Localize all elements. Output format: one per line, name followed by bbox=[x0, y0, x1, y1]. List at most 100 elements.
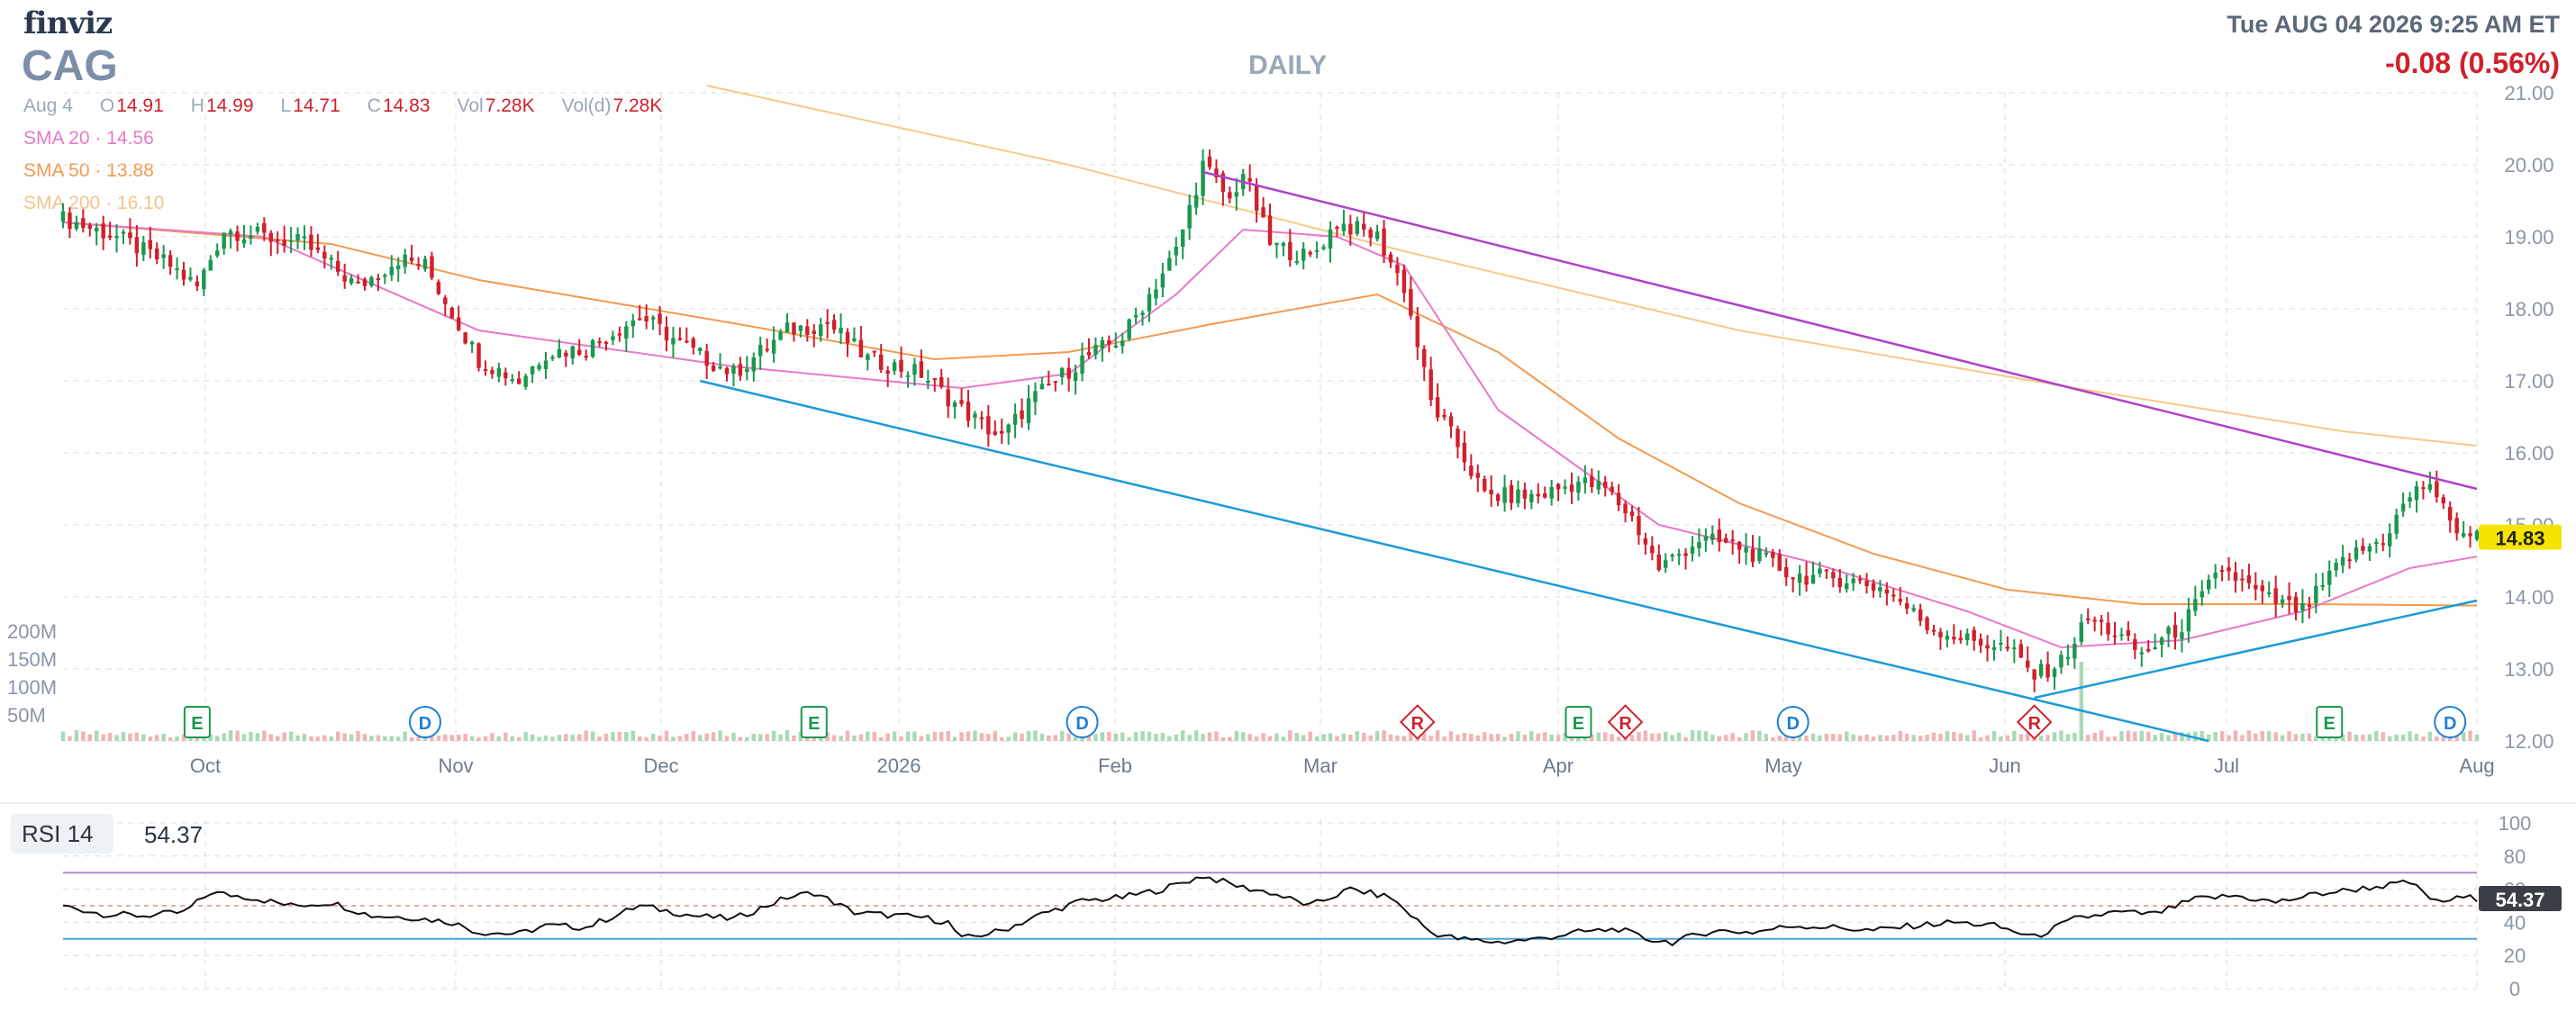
volume-bar bbox=[603, 733, 609, 741]
volume-bar bbox=[1388, 734, 1393, 741]
event-marker-earnings[interactable]: E bbox=[2316, 706, 2344, 738]
event-marker-dividend[interactable]: D bbox=[2434, 706, 2467, 738]
candle-body bbox=[2454, 518, 2459, 534]
volume-bar bbox=[952, 736, 957, 741]
open-value: 14.91 bbox=[116, 95, 164, 116]
candle-body bbox=[510, 379, 515, 382]
volume-bar bbox=[1549, 734, 1554, 741]
candle-body bbox=[1831, 572, 1836, 579]
volume-bar bbox=[858, 734, 864, 741]
candle-body bbox=[1904, 602, 1909, 610]
event-marker-dividend[interactable]: D bbox=[409, 706, 441, 738]
volume-bar bbox=[1120, 732, 1125, 741]
candle-body bbox=[2266, 592, 2272, 594]
volume-bar bbox=[1294, 732, 1300, 741]
event-marker-earnings[interactable]: E bbox=[183, 706, 211, 738]
candle-body bbox=[1783, 566, 1789, 578]
candle-body bbox=[1818, 568, 1822, 574]
candle-body bbox=[449, 307, 455, 319]
candle-body bbox=[637, 318, 642, 321]
event-marker-earnings[interactable]: E bbox=[1565, 706, 1592, 738]
volume-bar bbox=[389, 736, 395, 741]
price-y-tick: 16.00 bbox=[2504, 442, 2553, 465]
high-value: 14.99 bbox=[205, 95, 254, 116]
sma50-label: SMA 50 bbox=[23, 160, 90, 181]
candle-body bbox=[2065, 656, 2071, 659]
sma200-legend[interactable]: SMA 200 · 16.10 bbox=[23, 193, 165, 213]
volume-bar bbox=[214, 736, 220, 741]
candle-body bbox=[878, 354, 884, 370]
candle-body bbox=[1174, 247, 1179, 256]
volume-bar bbox=[778, 734, 783, 741]
volume-bar bbox=[557, 734, 562, 741]
volume-bar bbox=[87, 734, 93, 741]
event-marker-dividend[interactable]: D bbox=[1066, 706, 1099, 738]
sma20-legend[interactable]: SMA 20 · 14.56 bbox=[23, 128, 154, 149]
candle-body bbox=[1086, 351, 1092, 356]
volume-bar bbox=[1395, 735, 1400, 741]
candle-body bbox=[369, 277, 374, 286]
volume-bar bbox=[845, 730, 850, 741]
volume-bar bbox=[1844, 731, 1849, 741]
quote-datetime: Tue AUG 04 2026 9:25 AM ET bbox=[2227, 11, 2560, 38]
candle-body bbox=[1583, 477, 1588, 483]
candle-body bbox=[2354, 547, 2359, 560]
candle-body bbox=[885, 370, 890, 374]
x-tick-label: 2026 bbox=[877, 754, 921, 777]
candle-body bbox=[1288, 241, 1293, 260]
price-change: -0.08 (0.56%) bbox=[2385, 47, 2560, 79]
volume-bar bbox=[697, 735, 703, 741]
candle-body bbox=[1991, 646, 1997, 651]
volume-bar bbox=[731, 732, 736, 741]
candle-body bbox=[611, 336, 615, 340]
volume-bar bbox=[483, 736, 488, 741]
volume-bar bbox=[1429, 736, 1433, 741]
volume-bar bbox=[2468, 730, 2472, 741]
volume-tick-label: 200M bbox=[7, 620, 57, 643]
volume-bar bbox=[235, 730, 240, 741]
candle-body bbox=[2347, 559, 2352, 562]
volume-bar bbox=[1355, 731, 1360, 741]
volume-bar bbox=[1482, 732, 1487, 741]
candle-body bbox=[60, 211, 66, 222]
event-marker-dividend[interactable]: D bbox=[1776, 706, 1810, 738]
candle-body bbox=[228, 230, 233, 235]
rsi-indicator-label[interactable]: RSI 14 bbox=[11, 814, 113, 854]
candle-body bbox=[1314, 249, 1320, 252]
volume-bar bbox=[2106, 736, 2110, 741]
candle-body bbox=[1723, 538, 1728, 543]
candle-body bbox=[1972, 629, 1976, 641]
volume-bar bbox=[1401, 736, 1407, 741]
candle-body bbox=[798, 325, 803, 331]
candle-body bbox=[1509, 484, 1514, 503]
candle-body bbox=[1247, 178, 1252, 182]
volume-bar bbox=[1382, 730, 1386, 741]
volume-bar bbox=[1335, 736, 1339, 741]
volume-bar bbox=[637, 736, 642, 741]
volume-bar bbox=[1174, 734, 1179, 741]
event-marker-rating[interactable]: R bbox=[1399, 704, 1436, 740]
volume-dollar-label: Vol(d) bbox=[561, 95, 612, 116]
volume-bar bbox=[2307, 733, 2312, 741]
candle-body bbox=[1884, 589, 1890, 594]
event-marker-rating[interactable]: R bbox=[2016, 704, 2053, 740]
event-marker-rating[interactable]: R bbox=[1607, 704, 1644, 740]
sma50-legend[interactable]: SMA 50 · 13.88 bbox=[23, 160, 154, 181]
candle-body bbox=[872, 350, 877, 353]
candle-body bbox=[919, 361, 924, 378]
rsi-line bbox=[62, 876, 2478, 947]
candle-body bbox=[2045, 664, 2050, 678]
candle-body bbox=[490, 370, 494, 375]
volume-bar bbox=[1750, 730, 1755, 741]
candle-body bbox=[2052, 669, 2057, 677]
volume-bar bbox=[1261, 733, 1265, 741]
event-marker-earnings[interactable]: E bbox=[800, 706, 828, 738]
candle-body bbox=[2139, 652, 2145, 655]
volume-bar bbox=[1972, 730, 1976, 741]
timeframe-label: DAILY bbox=[1248, 50, 1328, 80]
candle-body bbox=[1113, 345, 1119, 348]
volume-bar bbox=[2233, 730, 2238, 741]
candle-body bbox=[1804, 575, 1809, 585]
candle-body bbox=[389, 267, 395, 276]
